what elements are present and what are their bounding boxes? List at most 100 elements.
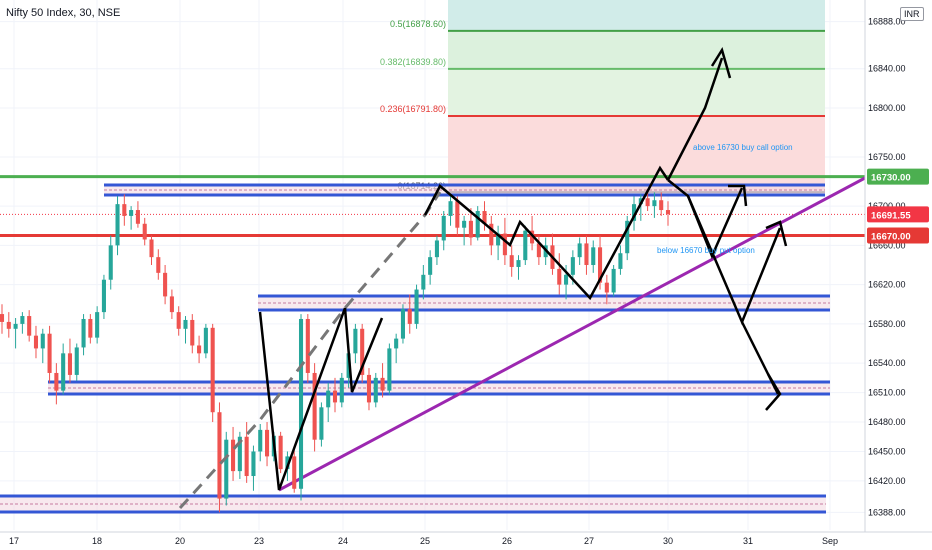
y-tick-label: 16800.00 [868, 103, 906, 113]
candle [468, 208, 473, 246]
candle-body [231, 439, 236, 472]
candle [312, 363, 317, 452]
candle-body [373, 377, 378, 403]
x-tick-label: 31 [743, 536, 753, 546]
x-tick-label: 24 [338, 536, 348, 546]
candle-body [434, 240, 439, 258]
candle-body [557, 268, 562, 285]
candle-body [20, 316, 25, 324]
candle-body [278, 435, 283, 470]
candle [421, 265, 426, 300]
bull-projection [666, 57, 724, 181]
candle-body [210, 327, 215, 413]
candle [645, 190, 650, 212]
candle [414, 284, 419, 329]
price-tag-current-bg [867, 206, 929, 223]
y-tick-label: 16540.00 [868, 358, 906, 368]
candle [496, 225, 501, 261]
candle [366, 368, 372, 411]
candle-body [482, 211, 487, 224]
candle-body [135, 210, 140, 224]
candle-body [129, 210, 134, 216]
candle [183, 316, 188, 344]
candle-body [224, 439, 229, 499]
candle [129, 206, 134, 230]
candle-body [217, 412, 222, 499]
candle [326, 382, 331, 423]
candle [387, 343, 392, 395]
price-tag-support: 16670.00 [871, 232, 911, 243]
candle-body [360, 328, 365, 375]
candle-body [407, 309, 412, 324]
candle-body [591, 247, 596, 265]
zigzag-left [258, 307, 384, 491]
candle-body [81, 318, 86, 348]
candle-body [6, 321, 11, 329]
candle [265, 422, 270, 467]
fib-zone-0.382 [448, 68, 825, 117]
candle [509, 245, 514, 277]
candle-body [122, 204, 127, 216]
candle-body [67, 353, 72, 375]
candle-body [88, 318, 93, 338]
candle [67, 338, 72, 383]
x-tick-label: 27 [584, 536, 594, 546]
candle [258, 424, 263, 462]
candle-body [468, 220, 473, 238]
x-tick-label: 23 [254, 536, 264, 546]
candle [577, 237, 582, 265]
candle-body [665, 210, 671, 214]
candle-body [74, 347, 79, 375]
y-tick-label: 16450.00 [868, 446, 906, 456]
candle [13, 318, 18, 349]
candle [482, 201, 487, 231]
candle [210, 323, 215, 423]
retest-arrow-head [728, 184, 748, 207]
currency-badge[interactable]: INR [900, 7, 924, 21]
candle [584, 235, 589, 275]
candle [224, 431, 229, 506]
candle-body [0, 314, 5, 322]
candle-body [618, 253, 623, 269]
candle [625, 215, 630, 261]
candle [360, 323, 365, 383]
candle-body [564, 274, 569, 285]
fib-label-0.236: 0.236(16791.80) [380, 104, 446, 114]
candle [6, 312, 11, 338]
candle-body [27, 316, 32, 336]
candle-body [536, 243, 541, 258]
candle [74, 343, 79, 381]
candle [353, 323, 358, 364]
y-tick-label: 16480.00 [868, 417, 906, 427]
put-arrow-head [765, 220, 788, 247]
trendline [278, 168, 881, 492]
candle [88, 314, 93, 344]
candle-body [414, 289, 419, 324]
candle-body [625, 220, 630, 254]
candle-body [95, 312, 100, 338]
candle [591, 240, 596, 273]
candle [652, 192, 657, 218]
candle [0, 304, 5, 334]
candle-body [652, 200, 657, 207]
candle-body [258, 429, 263, 452]
candle-body [380, 377, 385, 391]
candle [298, 314, 304, 501]
candle [33, 325, 39, 359]
candle-body [516, 260, 521, 267]
candle-body [631, 204, 637, 221]
candle-body [645, 198, 650, 207]
candle [448, 194, 453, 226]
candle-body [190, 319, 195, 346]
candle-body [305, 318, 310, 373]
price-tag-current: 16691.55 [871, 210, 911, 221]
candle-body [475, 211, 480, 238]
candle [217, 402, 222, 513]
zigzag-mid [423, 165, 670, 301]
fib-label-0.382: 0.382(16839.80) [380, 57, 446, 67]
candle [611, 265, 616, 297]
y-tick-label: 16620.00 [868, 280, 906, 290]
candle-body [183, 319, 188, 329]
